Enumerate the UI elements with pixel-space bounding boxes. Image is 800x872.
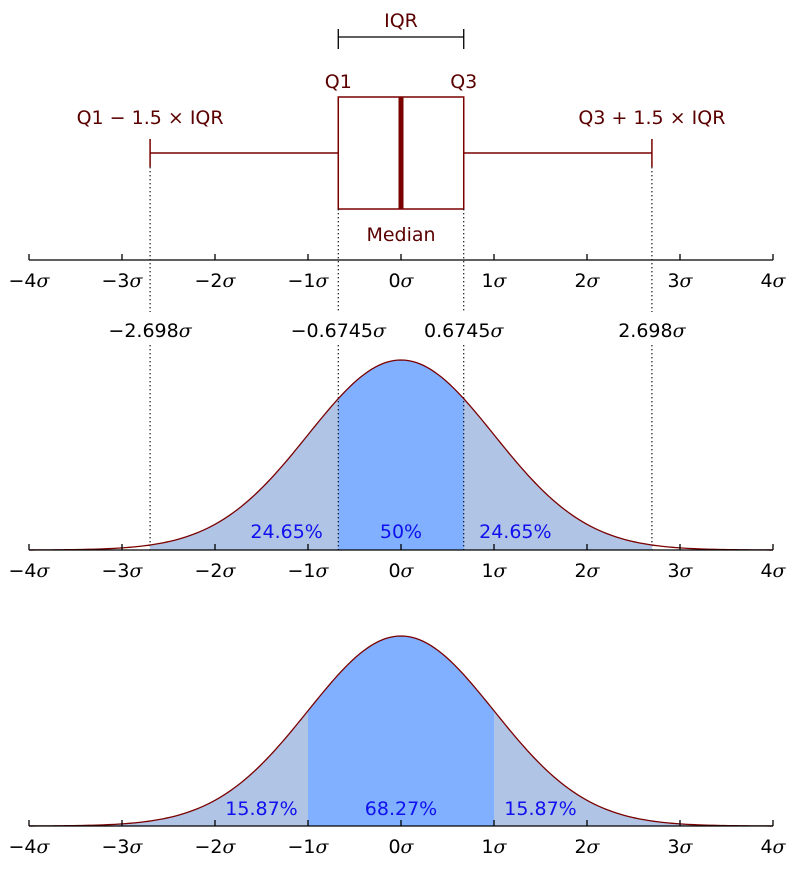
boundary-label: −0.6745σ — [291, 320, 387, 342]
middle-axis-ticks: −4σ −3σ −2σ −1σ 0σ 1σ 2σ 3σ 4σ — [9, 544, 787, 582]
middle-axis-tick-label: −2σ — [195, 560, 237, 582]
q3-label: Q3 — [450, 71, 477, 93]
bottom-axis-ticks: −4σ −3σ −2σ −1σ 0σ 1σ 2σ 3σ 4σ — [9, 820, 787, 858]
upper-whisker-label: Q3 + 1.5 × IQR — [578, 107, 725, 129]
iqr-label: IQR — [384, 10, 418, 32]
middle-axis-tick-label: 0σ — [388, 560, 414, 582]
middle-axis-tick-label: 2σ — [574, 560, 600, 582]
bottom-axis-tick-label: −4σ — [9, 836, 51, 858]
boxplot-axis-tick-label: −4σ — [9, 270, 51, 292]
boundary-value-labels: −2.698σ −0.6745σ 0.6745σ 2.698σ — [108, 320, 686, 342]
boundary-label: 0.6745σ — [424, 320, 504, 342]
middle-axis-tick-label: −1σ — [288, 560, 330, 582]
bottom-center-shaded-area — [308, 636, 494, 826]
bottom-percent-right: 15.87% — [504, 798, 576, 820]
bottom-axis-tick-label: 4σ — [760, 836, 786, 858]
middle-percent-right: 24.65% — [479, 521, 551, 543]
boxplot-panel: IQR Q1 Q3 Q1 − 1.5 × IQR Q3 + 1.5 × IQR … — [9, 10, 787, 292]
median-label: Median — [366, 224, 435, 246]
bottom-axis-tick-label: 2σ — [574, 836, 600, 858]
middle-axis-tick-label: −4σ — [9, 560, 51, 582]
boxplot-axis-tick-label: −3σ — [102, 270, 144, 292]
lower-whisker-label: Q1 − 1.5 × IQR — [77, 107, 224, 129]
boxplot-axis-tick-label: −2σ — [195, 270, 237, 292]
bottom-axis-tick-label: −1σ — [288, 836, 330, 858]
bottom-axis-tick-label: 3σ — [667, 836, 693, 858]
middle-percent-center: 50% — [380, 521, 422, 543]
dotted-connector-lines — [149, 167, 653, 550]
bottom-axis-tick-label: 0σ — [388, 836, 414, 858]
boundary-label: −2.698σ — [108, 320, 192, 342]
q1-label: Q1 — [325, 71, 352, 93]
boxplot-axis-tick-label: 0σ — [388, 270, 414, 292]
boxplot-axis-tick-label: 1σ — [481, 270, 507, 292]
middle-normal-curve — [28, 359, 774, 551]
boundary-label: 2.698σ — [618, 320, 686, 342]
middle-axis-tick-label: 4σ — [760, 560, 786, 582]
middle-distribution-panel: 24.65% 50% 24.65% −4σ −3σ −2σ −1σ 0σ 1σ 2σ 3σ 4σ — [9, 345, 787, 582]
boxplot-axis-tick-label: 2σ — [574, 270, 600, 292]
bottom-axis-tick-label: −2σ — [195, 836, 237, 858]
boxplot-axis-tick-label: 3σ — [667, 270, 693, 292]
bottom-percent-left: 15.87% — [225, 798, 297, 820]
boxplot-axis-ticks: −4σ −3σ −2σ −1σ 0σ 1σ 2σ 3σ 4σ — [9, 254, 787, 292]
boxplot-axis-tick-label: 4σ — [760, 270, 786, 292]
bottom-distribution-panel: 15.87% 68.27% 15.87% −4σ −3σ −2σ −1σ 0σ 1σ 2σ 3… — [9, 635, 787, 858]
middle-percent-left: 24.65% — [250, 521, 322, 543]
middle-axis-tick-label: −3σ — [102, 560, 144, 582]
bottom-normal-curve — [28, 635, 774, 827]
middle-center-shaded-area — [338, 360, 464, 550]
middle-axis-tick-label: 1σ — [481, 560, 507, 582]
middle-axis-tick-label: 3σ — [667, 560, 693, 582]
boxplot-axis-tick-label: −1σ — [288, 270, 330, 292]
bottom-axis-tick-label: −3σ — [102, 836, 144, 858]
bottom-percent-center: 68.27% — [365, 798, 437, 820]
bottom-axis-tick-label: 1σ — [481, 836, 507, 858]
